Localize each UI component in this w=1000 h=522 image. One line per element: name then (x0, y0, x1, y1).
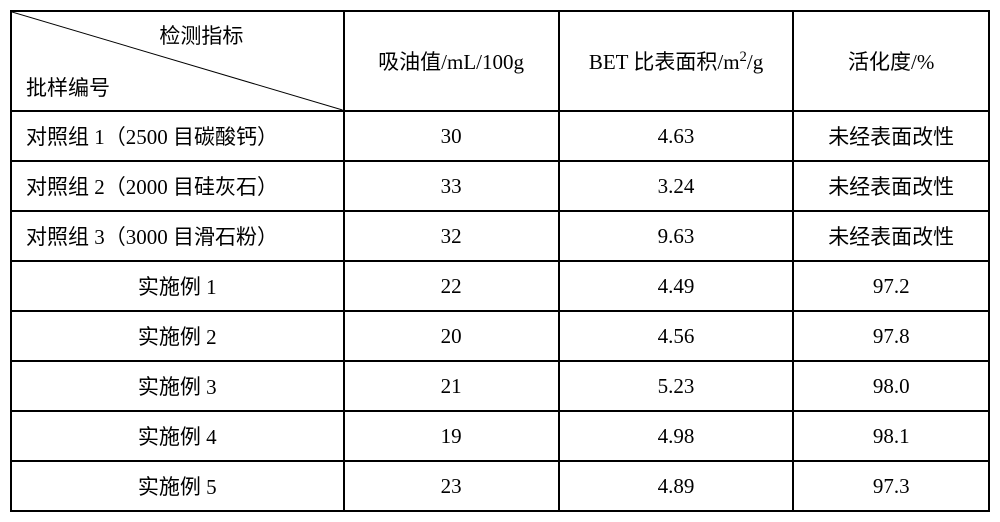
cell-oil: 21 (344, 361, 559, 411)
header-col-bet-prefix: BET 比表面积/m (589, 50, 740, 74)
row-label: 对照组 2（2000 目硅灰石） (11, 161, 344, 211)
header-col-bet-sup: 2 (740, 49, 747, 65)
cell-act: 97.3 (793, 461, 989, 511)
cell-bet: 4.89 (559, 461, 794, 511)
header-diag-bottom: 批样编号 (26, 72, 110, 102)
cell-bet: 3.24 (559, 161, 794, 211)
row-label: 对照组 1（2500 目碳酸钙） (11, 111, 344, 161)
table-body: 对照组 1（2500 目碳酸钙） 30 4.63 未经表面改性 对照组 2（20… (11, 111, 989, 511)
row-label: 实施例 1 (11, 261, 344, 311)
data-table: 检测指标 批样编号 吸油值/mL/100g BET 比表面积/m2/g 活化度/… (10, 10, 990, 512)
cell-bet: 9.63 (559, 211, 794, 261)
cell-act: 98.0 (793, 361, 989, 411)
cell-oil: 33 (344, 161, 559, 211)
table-row: 实施例 4 19 4.98 98.1 (11, 411, 989, 461)
cell-oil: 23 (344, 461, 559, 511)
cell-oil: 19 (344, 411, 559, 461)
cell-bet: 4.56 (559, 311, 794, 361)
cell-act: 98.1 (793, 411, 989, 461)
cell-oil: 32 (344, 211, 559, 261)
row-label: 实施例 2 (11, 311, 344, 361)
header-diagonal-cell: 检测指标 批样编号 (11, 11, 344, 111)
cell-act: 97.2 (793, 261, 989, 311)
cell-oil: 22 (344, 261, 559, 311)
cell-act: 未经表面改性 (793, 161, 989, 211)
data-table-container: 检测指标 批样编号 吸油值/mL/100g BET 比表面积/m2/g 活化度/… (10, 10, 990, 512)
cell-bet: 4.98 (559, 411, 794, 461)
row-label: 实施例 4 (11, 411, 344, 461)
header-diag-top: 检测指标 (159, 20, 243, 50)
cell-act: 97.8 (793, 311, 989, 361)
cell-act: 未经表面改性 (793, 211, 989, 261)
table-row: 实施例 3 21 5.23 98.0 (11, 361, 989, 411)
cell-bet: 4.49 (559, 261, 794, 311)
table-row: 对照组 2（2000 目硅灰石） 33 3.24 未经表面改性 (11, 161, 989, 211)
cell-oil: 20 (344, 311, 559, 361)
cell-bet: 4.63 (559, 111, 794, 161)
table-row: 实施例 1 22 4.49 97.2 (11, 261, 989, 311)
cell-oil: 30 (344, 111, 559, 161)
row-label: 实施例 5 (11, 461, 344, 511)
cell-bet: 5.23 (559, 361, 794, 411)
row-label: 对照组 3（3000 目滑石粉） (11, 211, 344, 261)
table-header-row: 检测指标 批样编号 吸油值/mL/100g BET 比表面积/m2/g 活化度/… (11, 11, 989, 111)
table-row: 实施例 2 20 4.56 97.8 (11, 311, 989, 361)
table-row: 对照组 1（2500 目碳酸钙） 30 4.63 未经表面改性 (11, 111, 989, 161)
header-col-oil: 吸油值/mL/100g (344, 11, 559, 111)
cell-act: 未经表面改性 (793, 111, 989, 161)
table-row: 实施例 5 23 4.89 97.3 (11, 461, 989, 511)
header-col-activation: 活化度/% (793, 11, 989, 111)
row-label: 实施例 3 (11, 361, 344, 411)
table-row: 对照组 3（3000 目滑石粉） 32 9.63 未经表面改性 (11, 211, 989, 261)
header-col-bet-suffix: /g (747, 50, 763, 74)
header-col-bet: BET 比表面积/m2/g (559, 11, 794, 111)
